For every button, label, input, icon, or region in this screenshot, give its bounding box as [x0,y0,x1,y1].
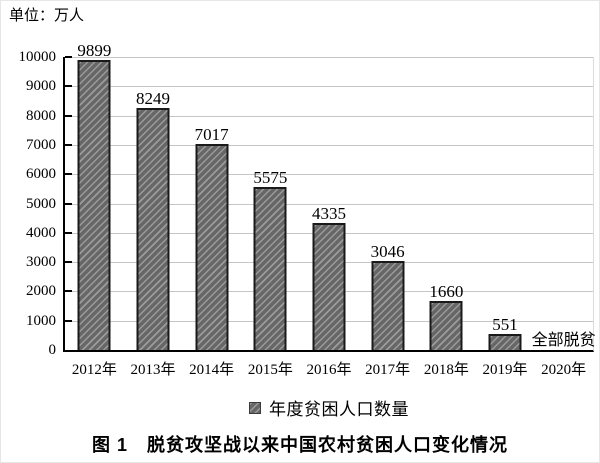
y-axis-tick [65,319,72,322]
bar-slot: 9899 [65,42,124,350]
gridline [65,86,593,88]
no-bar-annotation: 全部脱贫 [531,332,596,349]
bar [429,301,463,350]
bar-slot: 4335 [300,57,359,350]
bar [77,59,111,350]
y-tick-label: 4000 [26,224,56,241]
legend-hatched-swatch-icon [249,401,261,414]
bar-value-label: 9899 [77,40,112,60]
gridline [65,115,593,117]
x-tick-label: 2020年 [541,362,587,378]
y-tick-label: 9000 [26,78,56,95]
bar [488,333,522,350]
x-tick-label: 2012年 [71,362,117,378]
y-axis-labels: 10000 9000 8000 7000 6000 5000 4000 3000 2000 100… [0,49,57,358]
y-axis-tick [65,202,72,205]
x-axis-labels: 2012年 2013年 2014年 2015年 2016年 2017年 2018年 2019年… [65,361,593,381]
bar-slot: 5575 [241,57,300,350]
y-axis-tick [65,261,72,264]
x-tick-label: 2017年 [365,362,411,378]
bar-slot: 全部脱贫 [531,57,596,350]
bar-slot: 7017 [182,57,241,350]
bar-slot: 8249 [124,57,183,350]
bar [312,223,346,350]
bar [253,186,287,350]
figure-caption: 图 1 脱贫攻坚战以来中国农村贫困人口变化情况 [91,435,508,455]
gridline [65,57,593,58]
y-axis-tick [65,173,72,176]
bar-value-label: 5575 [253,167,288,187]
gridline [65,144,593,146]
bar-value-label: 8249 [135,89,170,109]
bar-slot: 551 [476,57,535,350]
x-tick-label: 2014年 [189,362,235,378]
bar-value-label: 551 [492,314,518,334]
x-tick-label: 2013年 [130,362,176,378]
y-axis-tick [65,85,72,88]
bar [136,108,170,350]
x-tick-label: 2018年 [423,362,469,378]
y-axis-tick [65,231,72,234]
y-tick-label: 2000 [26,283,56,300]
bar-value-label: 3046 [370,241,405,261]
x-tick-label: 2019年 [482,362,528,378]
y-tick-label: 10000 [18,49,57,65]
bar-slot: 1660 [417,57,476,350]
bar [371,260,405,350]
y-tick-label: 3000 [26,254,56,271]
legend: 年度贫困人口数量 [65,395,593,420]
y-axis-tick [65,56,72,58]
y-tick-label: 6000 [26,166,56,183]
plot-area: 9899 8249 7017 5575 4335 3046 1660 551 全部脱贫 [63,42,596,352]
y-tick-label: 1000 [26,312,56,329]
bar-value-label: 4335 [311,204,346,223]
bar [195,144,229,350]
gridline [65,174,593,176]
y-axis-tick [65,114,72,117]
y-axis-tick [65,290,72,293]
x-tick-label: 2015年 [247,362,293,378]
bar-value-label: 7017 [194,125,229,145]
y-tick-label: 5000 [26,195,56,212]
unit-label: 单位：万人 [9,8,85,24]
gridline [65,203,593,205]
y-axis-tick [65,143,72,146]
y-tick-label: 8000 [26,107,56,124]
bar-slot: 3046 [358,57,417,350]
bar-value-label: 1660 [429,282,464,302]
y-tick-label: 0 [48,342,57,358]
x-tick-label: 2016年 [306,362,352,378]
legend-label: 年度贫困人口数量 [269,400,409,419]
y-tick-label: 7000 [26,136,56,153]
